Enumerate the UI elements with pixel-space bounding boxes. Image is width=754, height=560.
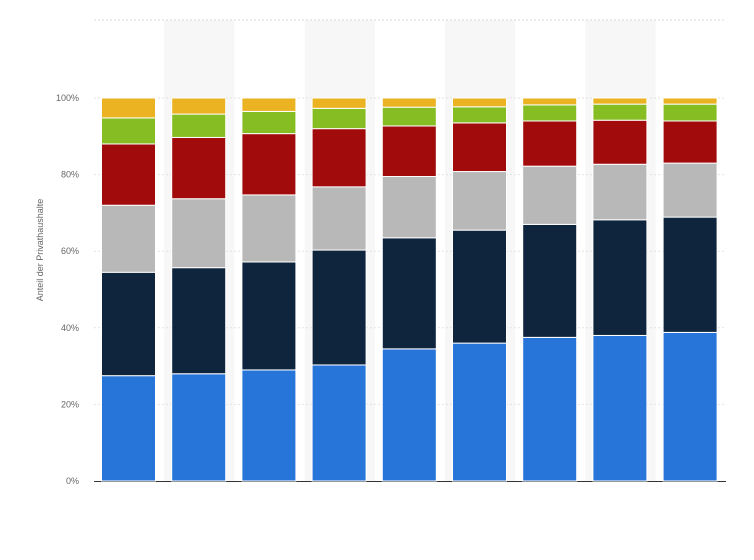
bar-segment[interactable] (381, 176, 437, 239)
bar-segment[interactable] (311, 107, 367, 130)
bar-segment[interactable] (171, 198, 227, 269)
bar-segment[interactable] (311, 249, 367, 366)
bar-segment[interactable] (381, 237, 437, 350)
bar-stack (452, 97, 507, 482)
bar-stacks (101, 97, 718, 482)
bar-segment[interactable] (662, 103, 718, 122)
bar-segment[interactable] (662, 331, 718, 482)
bar-segment[interactable] (592, 163, 648, 221)
bar-segment[interactable] (171, 373, 227, 482)
bar-stack (381, 97, 437, 482)
bar-stack (592, 97, 648, 482)
bar-segment[interactable] (662, 120, 718, 164)
bar-segment[interactable] (452, 342, 507, 482)
bar-segment[interactable] (101, 375, 156, 482)
bar-segment[interactable] (311, 128, 367, 188)
bar-segment[interactable] (592, 219, 648, 336)
bar-segment[interactable] (522, 97, 578, 106)
bar-segment[interactable] (101, 97, 156, 119)
bar-segment[interactable] (241, 133, 297, 196)
bar-segment[interactable] (171, 97, 227, 115)
bar-segment[interactable] (522, 104, 578, 122)
y-tick-label: 60% (61, 246, 79, 256)
bar-stack (522, 97, 578, 482)
bar-segment[interactable] (662, 216, 718, 333)
y-tick-label: 0% (66, 476, 79, 486)
bar-stack (311, 97, 367, 482)
bar-segment[interactable] (101, 271, 156, 377)
bar-segment[interactable] (101, 143, 156, 206)
bar-segment[interactable] (452, 229, 507, 344)
bar-segment[interactable] (452, 106, 507, 124)
bar-segment[interactable] (101, 204, 156, 273)
bar-segment[interactable] (522, 223, 578, 338)
bar-segment[interactable] (241, 110, 297, 135)
bar-segment[interactable] (522, 336, 578, 482)
bar-segment[interactable] (171, 136, 227, 200)
bar-segment[interactable] (662, 162, 718, 218)
bar-segment[interactable] (381, 97, 437, 108)
y-axis-title: Anteil der Privathaushalte (35, 199, 45, 302)
bar-segment[interactable] (381, 106, 437, 127)
bar-segment[interactable] (241, 97, 297, 112)
bar-stack (662, 97, 718, 482)
y-tick-labels: 0% 20% 40% 60% 80% 100% (56, 93, 79, 486)
bar-segment[interactable] (241, 369, 297, 482)
bar-segment[interactable] (241, 194, 297, 263)
bar-stack (241, 97, 297, 482)
bar-segment[interactable] (452, 97, 507, 108)
bar-segment[interactable] (381, 125, 437, 178)
bar-segment[interactable] (592, 334, 648, 482)
bar-segment[interactable] (171, 267, 227, 375)
bar-segment[interactable] (522, 120, 578, 167)
bar-segment[interactable] (311, 97, 367, 109)
y-tick-label: 40% (61, 323, 79, 333)
bar-segment[interactable] (452, 122, 507, 173)
bar-segment[interactable] (592, 103, 648, 121)
bar-segment[interactable] (241, 261, 297, 371)
bar-stack (101, 97, 156, 482)
bar-segment[interactable] (522, 165, 578, 225)
bar-segment[interactable] (592, 119, 648, 165)
bar-segment[interactable] (101, 117, 156, 145)
bar-segment[interactable] (311, 186, 367, 251)
y-tick-label: 20% (61, 399, 79, 409)
bar-stack (171, 97, 227, 482)
bar-segment[interactable] (381, 348, 437, 482)
bar-segment[interactable] (311, 364, 367, 482)
y-tick-label: 80% (61, 170, 79, 180)
y-tick-label: 100% (56, 93, 79, 103)
bar-segment[interactable] (452, 171, 507, 231)
bar-segment[interactable] (592, 97, 648, 105)
bar-segment[interactable] (171, 113, 227, 138)
bar-segment[interactable] (662, 97, 718, 105)
